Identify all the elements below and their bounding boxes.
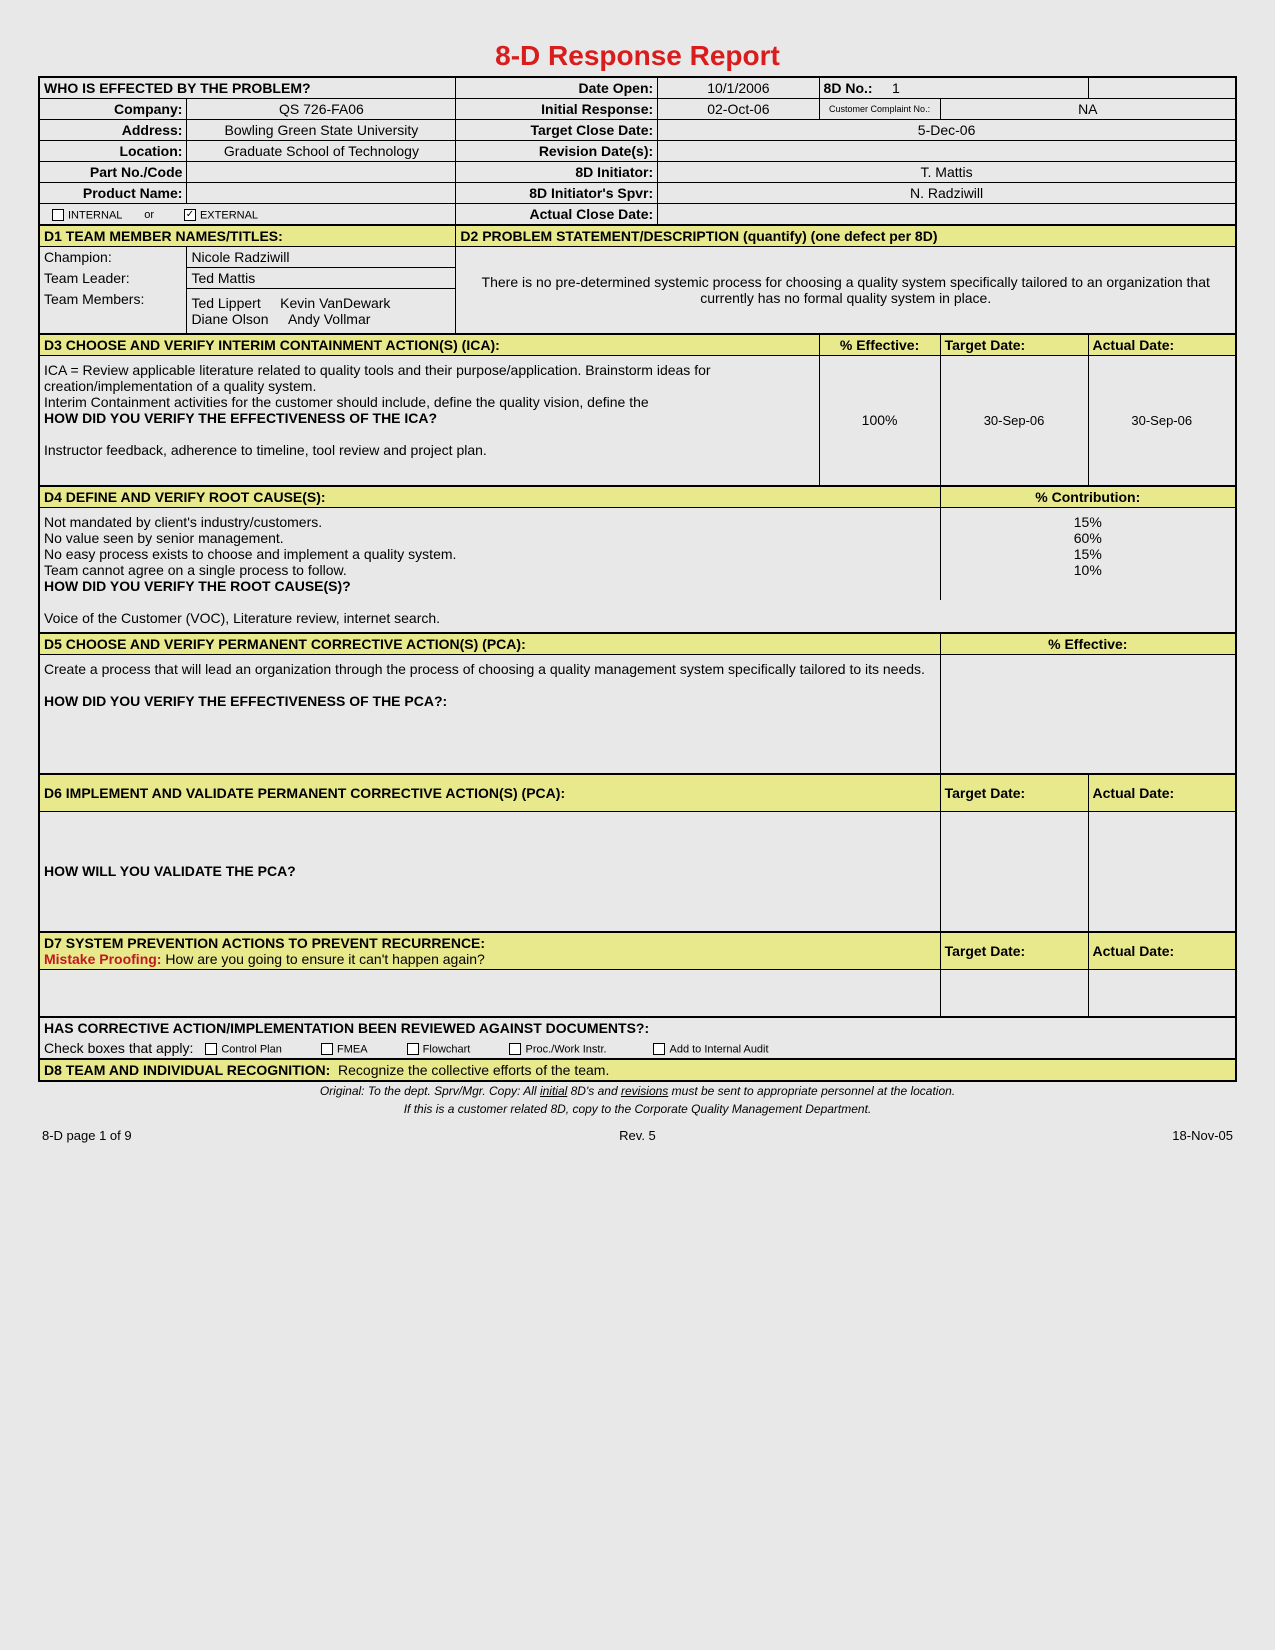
who-label: WHO IS EFFECTED BY THE PROBLEM? [39,77,456,99]
initial: 02-Oct-06 [658,99,819,120]
cb-flowchart[interactable] [407,1043,419,1055]
initial-label: Initial Response: [456,99,658,120]
leader-label: Team Leader: [39,268,187,289]
champion-label: Champion: [39,247,187,268]
location-label: Location: [39,141,187,162]
d8-row: D8 TEAM AND INDIVIDUAL RECOGNITION: Reco… [39,1059,1236,1081]
d3-actual: 30-Sep-06 [1088,356,1236,486]
d1-title: D1 TEAM MEMBER NAMES/TITLES: [39,225,456,247]
d3-actual-label: Actual Date: [1088,334,1236,356]
d6-actual-label: Actual Date: [1088,774,1236,812]
champion: Nicole Radziwill [187,247,456,268]
actual-close-label: Actual Close Date: [456,204,658,226]
date-open: 10/1/2006 [658,77,819,99]
leader: Ted Mattis [187,268,456,289]
internal-external: INTERNAL or ✓EXTERNAL [39,204,456,226]
partno [187,162,456,183]
d7-target-label: Target Date: [940,932,1088,970]
members: Ted Lippert Kevin VanDewark Diane Olson … [187,289,456,335]
location: Graduate School of Technology [187,141,456,162]
d5-pct-label: % Effective: [940,633,1236,655]
d2-title: D2 PROBLEM STATEMENT/DESCRIPTION (quanti… [456,225,1236,247]
d7-title: D7 SYSTEM PREVENTION ACTIONS TO PREVENT … [39,932,940,970]
address: Bowling Green State University [187,120,456,141]
d3-title: D3 CHOOSE AND VERIFY INTERIM CONTAINMENT… [39,334,819,356]
d5-body: Create a process that will lead an organ… [39,654,940,774]
spvr: N. Radziwill [658,183,1236,204]
d3-target: 30-Sep-06 [940,356,1088,486]
d6-target-label: Target Date: [940,774,1088,812]
cust-complaint-label: Customer Complaint No.: [819,99,940,120]
report-title: 8-D Response Report [38,40,1237,72]
company: QS 726-FA06 [187,99,456,120]
product [187,183,456,204]
revision-label: Revision Date(s): [456,141,658,162]
d4-verify-body: Voice of the Customer (VOC), Literature … [39,600,1236,633]
header-table: WHO IS EFFECTED BY THE PROBLEM? Date Ope… [38,76,1237,1082]
address-label: Address: [39,120,187,141]
report-page: 8-D Response Report WHO IS EFFECTED BY T… [30,30,1245,1155]
d5-title: D5 CHOOSE AND VERIFY PERMANENT CORRECTIV… [39,633,940,655]
d4-title: D4 DEFINE AND VERIFY ROOT CAUSE(S): [39,486,940,508]
partno-label: Part No./Code [39,162,187,183]
actual-close [658,204,1236,226]
d3-pct-label: % Effective: [819,334,940,356]
spvr-label: 8D Initiator's Spvr: [456,183,658,204]
d3-target-label: Target Date: [940,334,1088,356]
initiator: T. Mattis [658,162,1236,183]
company-label: Company: [39,99,187,120]
external-checkbox[interactable]: ✓ [184,209,196,221]
d3-pct: 100% [819,356,940,486]
target-close: 5-Dec-06 [658,120,1236,141]
revision [658,141,1236,162]
internal-checkbox[interactable] [52,209,64,221]
d6-title: D6 IMPLEMENT AND VALIDATE PERMANENT CORR… [39,774,940,812]
d6-body: HOW WILL YOU VALIDATE THE PCA? [39,812,940,932]
review-checkboxes: Check boxes that apply: Control Plan FME… [39,1038,1236,1059]
d4-causes: Not mandated by client's industry/custom… [39,507,940,600]
cb-fmea[interactable] [321,1043,333,1055]
d7-body [39,969,940,1017]
d3-body: ICA = Review applicable literature relat… [39,356,819,486]
footer-left: 8-D page 1 of 9 [38,1118,434,1145]
initiator-label: 8D Initiator: [456,162,658,183]
footer-center: Rev. 5 [434,1118,842,1145]
d2-body: There is no pre-determined systemic proc… [456,247,1236,335]
footer-table: 8-D page 1 of 9 Rev. 5 18-Nov-05 [38,1118,1237,1145]
footnote-2: If this is a customer related 8D, copy t… [38,1100,1237,1118]
target-close-label: Target Close Date: [456,120,658,141]
date-open-label: Date Open: [456,77,658,99]
footer-right: 18-Nov-05 [841,1118,1237,1145]
product-label: Product Name: [39,183,187,204]
review-title: HAS CORRECTIVE ACTION/IMPLEMENTATION BEE… [39,1017,1236,1038]
d4-pcts: 15% 60% 15% 10% [940,507,1236,600]
cb-control-plan[interactable] [205,1043,217,1055]
cb-proc[interactable] [509,1043,521,1055]
cb-audit[interactable] [653,1043,665,1055]
d7-actual-label: Actual Date: [1088,932,1236,970]
cust-complaint: NA [940,99,1236,120]
footnote-1: Original: To the dept. Sprv/Mgr. Copy: A… [38,1082,1237,1100]
no-label: 8D No.: 1 [819,77,1088,99]
d4-contrib-label: % Contribution: [940,486,1236,508]
members-label: Team Members: [39,289,187,335]
